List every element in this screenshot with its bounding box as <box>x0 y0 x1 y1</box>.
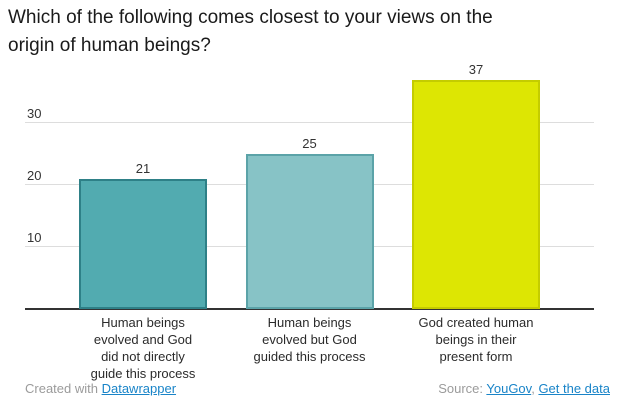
created-with-label: Created with <box>25 381 102 396</box>
bar-value-label: 37 <box>468 62 484 77</box>
bars-layer: 21 25 37 <box>25 60 594 309</box>
category-label: Human beings evolved and God did not dir… <box>90 315 196 381</box>
bar-column: 37 <box>393 62 559 309</box>
y-gridline <box>25 122 594 123</box>
bar <box>245 154 374 309</box>
y-tick-label: 30 <box>27 106 42 121</box>
category-label: God created human beings in their presen… <box>418 315 534 364</box>
page-title: Which of the following comes closest to … <box>8 7 493 56</box>
category-label: Human beings evolved but God guided this… <box>253 315 366 364</box>
y-tick-label: 10 <box>27 230 42 245</box>
category-labels-row: Human beings evolved and God did not dir… <box>25 314 594 382</box>
get-the-data-link[interactable]: Get the data <box>538 381 610 396</box>
source-separator: , <box>531 381 539 396</box>
attribution-text: Created with Datawrapper <box>25 381 176 396</box>
bar <box>412 80 540 309</box>
y-tick-label: 20 <box>27 168 42 183</box>
footer: Created with Datawrapper Source: YouGov,… <box>25 381 610 396</box>
x-axis-baseline <box>25 308 594 310</box>
bar-value-label: 21 <box>135 161 151 176</box>
bar-column: 21 <box>60 161 226 309</box>
datawrapper-link[interactable]: Datawrapper <box>101 381 177 396</box>
source-text: Source: YouGov, Get the data <box>438 381 610 396</box>
yougov-link[interactable]: YouGov <box>486 381 532 396</box>
source-label: Source: <box>438 381 487 396</box>
bar-column: 25 <box>227 136 393 309</box>
plot-area: 30 20 10 21 25 37 <box>25 60 594 310</box>
bar-value-label: 25 <box>302 136 317 151</box>
bar <box>79 179 207 309</box>
